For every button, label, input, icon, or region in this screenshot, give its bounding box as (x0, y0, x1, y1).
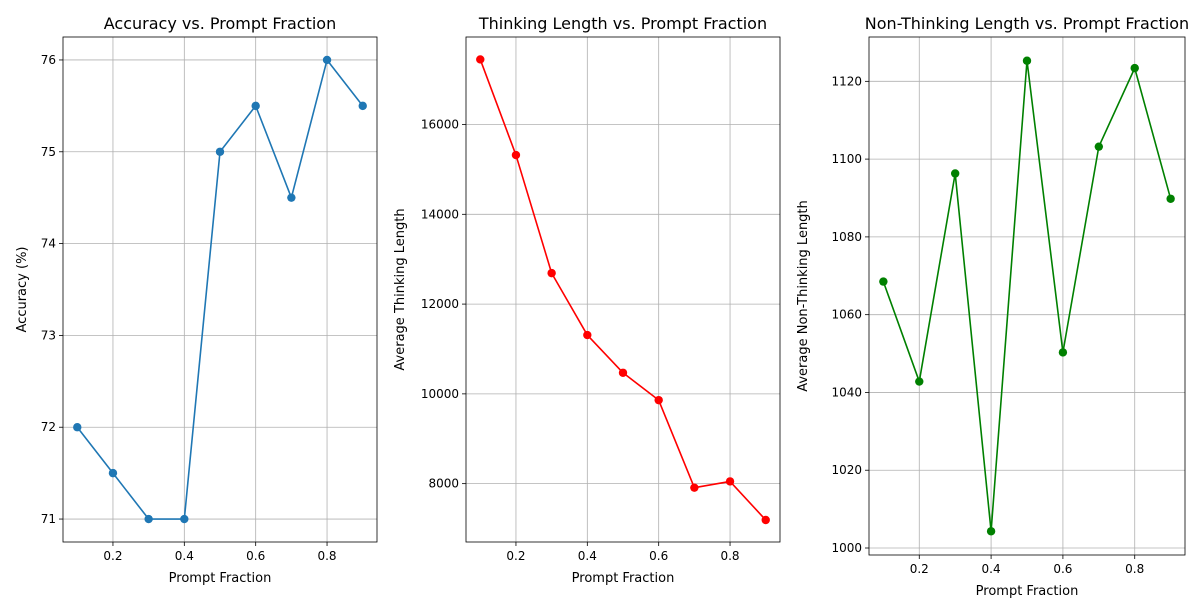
data-point (287, 193, 296, 202)
y-axis-label: Accuracy (%) (15, 247, 30, 333)
chart-panel-3: 0.2 0.4 0.6 0.8 1000 1020 1040 1060 1080 1100 1120… (796, 14, 1189, 599)
chart-title: Thinking Length vs. Prompt Fraction (478, 14, 767, 33)
data-point (215, 147, 225, 156)
chart-panel-2: 0.2 0.4 0.6 0.8 8000 10000 12000 14000 16000 Thin… (393, 14, 781, 586)
data-point (986, 527, 996, 536)
data-point (73, 423, 82, 432)
x-tick-label: 0.8 (720, 549, 739, 563)
y-tick-label: 1080 (831, 230, 862, 244)
data-point (547, 268, 556, 278)
y-tick-label: 1040 (831, 385, 862, 399)
data-point (950, 169, 960, 178)
data-point (583, 330, 592, 340)
data-point (251, 101, 260, 111)
y-axis-label: Average Non-Thinking Length (796, 200, 811, 392)
series-line (882, 59, 1172, 533)
data-point (144, 514, 153, 524)
data-point (1022, 56, 1032, 65)
data-point (915, 377, 924, 386)
data-point (358, 101, 367, 111)
data-point (1166, 194, 1175, 203)
x-tick-label: 0.2 (103, 549, 122, 563)
x-tick-label: 0.4 (175, 549, 194, 563)
data-point (511, 150, 521, 160)
x-tick-label: 0.8 (317, 549, 336, 563)
y-tick-label: 16000 (421, 118, 459, 132)
y-tick-label: 1020 (831, 463, 862, 477)
y-tick-label: 1060 (831, 308, 862, 322)
data-point (1058, 348, 1068, 357)
data-point (690, 483, 699, 492)
series-line (76, 59, 364, 520)
y-tick-label: 75 (41, 145, 56, 159)
y-tick-label: 12000 (421, 297, 459, 311)
x-tick-label: 0.6 (649, 549, 668, 563)
data-point (1094, 142, 1104, 151)
chart-title: Accuracy vs. Prompt Fraction (104, 14, 336, 33)
chart-title: Non-Thinking Length vs. Prompt Fraction (865, 14, 1189, 33)
y-tick-label: 76 (41, 53, 56, 67)
data-point (725, 477, 735, 486)
x-tick-label: 0.4 (578, 549, 597, 563)
x-tick-label: 0.6 (246, 549, 265, 563)
x-axis-label: Prompt Fraction (572, 571, 675, 586)
data-point (180, 514, 189, 524)
data-point (476, 55, 485, 64)
y-tick-label: 74 (41, 237, 56, 251)
axes-frame (465, 36, 781, 543)
x-tick-label: 0.6 (1053, 562, 1072, 576)
y-tick-label: 1100 (831, 152, 862, 166)
series-line (479, 59, 767, 521)
x-tick-label: 0.4 (982, 562, 1001, 576)
axes-frame (62, 36, 378, 543)
data-point (108, 468, 118, 478)
x-axis-label: Prompt Fraction (169, 571, 272, 586)
data-point (879, 277, 888, 286)
y-tick-label: 1000 (831, 541, 862, 555)
x-tick-label: 0.2 (506, 549, 525, 563)
y-tick-label: 71 (41, 512, 56, 526)
y-tick-label: 10000 (421, 387, 459, 401)
x-tick-label: 0.2 (910, 562, 929, 576)
y-tick-label: 8000 (428, 477, 459, 491)
y-tick-label: 73 (41, 328, 56, 342)
data-point (322, 55, 332, 65)
axes-frame (868, 36, 1186, 556)
data-point (761, 515, 770, 525)
y-axis-label: Average Thinking Length (393, 208, 408, 370)
x-axis-label: Prompt Fraction (976, 584, 1079, 599)
chart-panel-1: 0.2 0.4 0.6 0.8 71 72 73 74 75 76 Accuracy vs. Pro… (15, 14, 378, 586)
y-tick-label: 1120 (831, 74, 862, 88)
data-point (654, 395, 663, 405)
x-tick-label: 0.8 (1125, 562, 1144, 576)
y-tick-label: 72 (41, 420, 56, 434)
y-tick-label: 14000 (421, 207, 459, 221)
data-point (1130, 63, 1139, 73)
data-point (618, 368, 628, 377)
